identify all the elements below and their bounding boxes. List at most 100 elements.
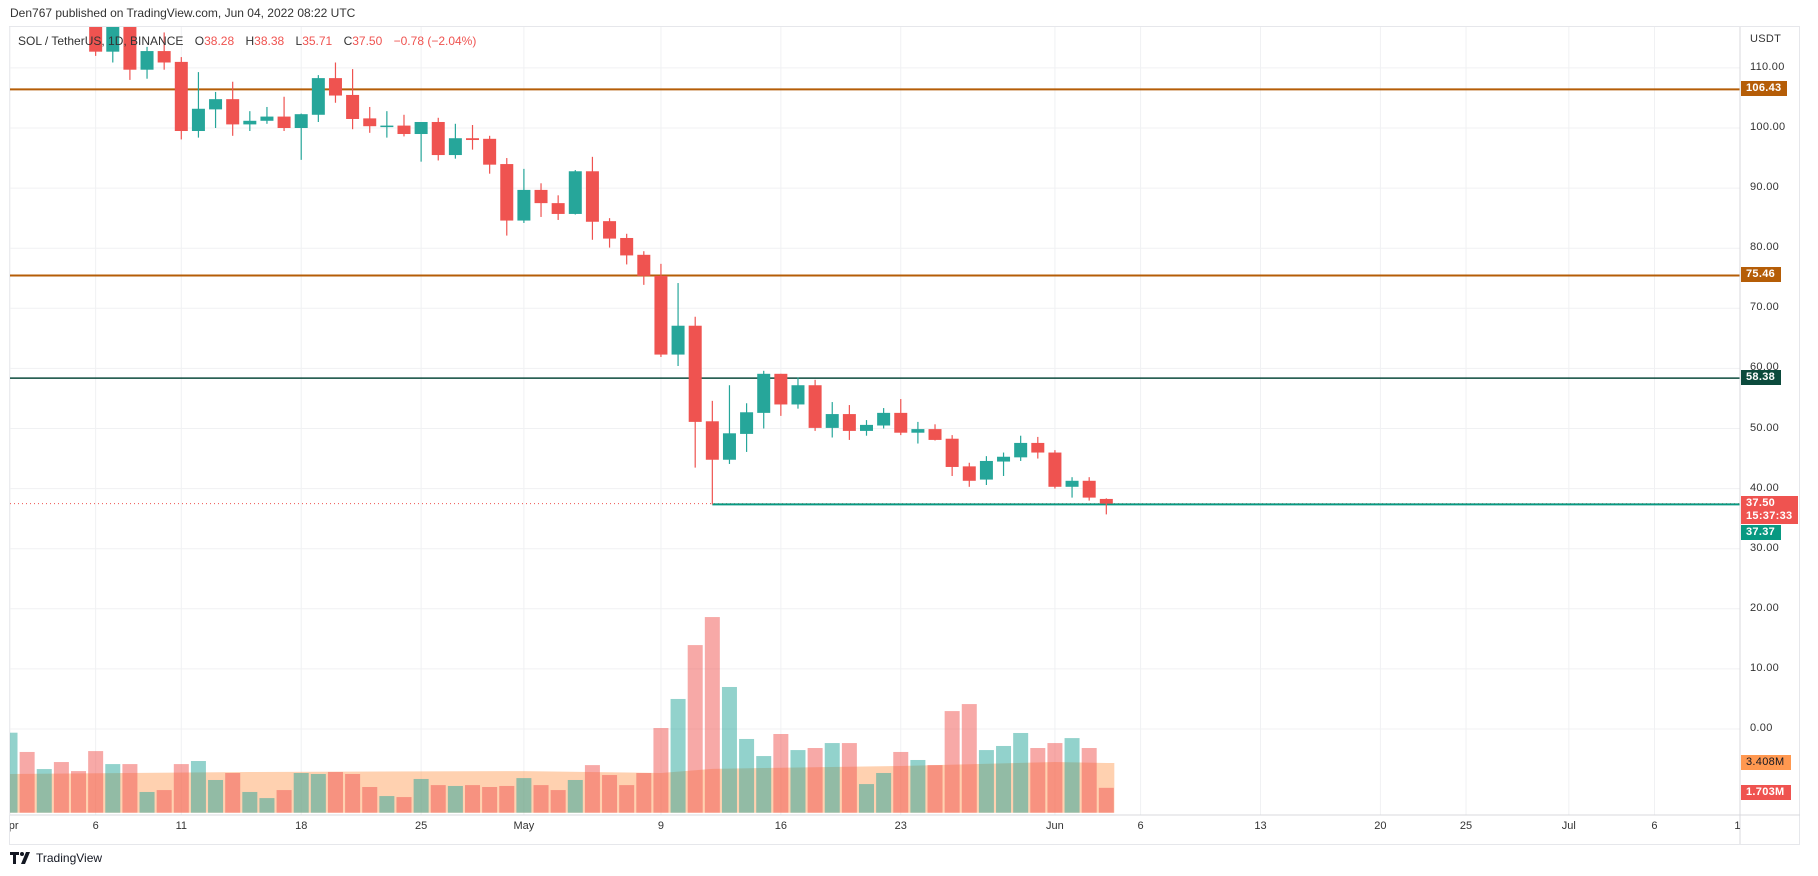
y-tick-label: 40.00 bbox=[1750, 481, 1780, 494]
volume-bar bbox=[961, 704, 977, 813]
y-tick-label: 70.00 bbox=[1750, 301, 1780, 314]
volume-bar bbox=[876, 772, 892, 813]
volume-bar bbox=[516, 778, 532, 813]
candle-body bbox=[311, 78, 325, 115]
candle-body bbox=[397, 125, 411, 135]
candle-body bbox=[191, 108, 205, 132]
volume-bar bbox=[790, 750, 806, 813]
candle-body bbox=[637, 254, 651, 276]
volume-bar bbox=[276, 790, 292, 813]
candle-body bbox=[174, 61, 188, 132]
volume-bar bbox=[670, 698, 686, 813]
candle-body bbox=[894, 412, 908, 433]
volume-bar bbox=[550, 790, 566, 813]
candle-body bbox=[448, 138, 462, 156]
volume-bar bbox=[139, 791, 155, 813]
candle-body bbox=[243, 120, 257, 125]
volume-bar bbox=[413, 778, 429, 813]
candle-body bbox=[363, 118, 377, 127]
y-tick-label: 80.00 bbox=[1750, 241, 1780, 254]
footer-brand[interactable]: TradingView bbox=[10, 851, 102, 865]
candle-body bbox=[431, 121, 445, 156]
candle-body bbox=[911, 429, 925, 433]
volume-bar bbox=[756, 756, 772, 813]
volume-bar bbox=[602, 775, 618, 813]
volume-bar bbox=[978, 750, 994, 813]
volume-bar bbox=[687, 645, 703, 813]
change-value: −0.78 (−2.04%) bbox=[393, 34, 477, 48]
close-key: C bbox=[343, 34, 353, 48]
volume-pane bbox=[10, 617, 1115, 813]
x-tick-label: May bbox=[513, 820, 535, 832]
candle-body bbox=[671, 325, 685, 355]
open-key: O bbox=[194, 34, 205, 48]
high-key: H bbox=[245, 34, 255, 48]
bar-countdown: 15:37:33 bbox=[1746, 509, 1793, 522]
candle-body bbox=[603, 221, 617, 239]
x-tick-label: 25 bbox=[414, 820, 428, 832]
candle-body bbox=[209, 99, 223, 110]
volume-bar bbox=[310, 774, 326, 813]
volume-bar bbox=[636, 772, 652, 813]
level-label-58: 58.38 bbox=[1741, 370, 1782, 386]
volume-bar bbox=[944, 711, 960, 813]
brand-name: TradingView bbox=[36, 851, 103, 865]
symbol-name[interactable]: SOL / TetherUS, 1D, BINANCE bbox=[18, 34, 184, 48]
x-tick-label: 23 bbox=[894, 820, 907, 832]
volume-bar bbox=[53, 762, 69, 813]
volume-bar bbox=[584, 765, 600, 813]
x-tick-label: Jun bbox=[1046, 820, 1064, 832]
volume-bar bbox=[259, 798, 275, 813]
y-tick-label: 110.00 bbox=[1750, 60, 1785, 73]
x-tick-label: 6 bbox=[1651, 820, 1658, 832]
candle-body bbox=[705, 421, 719, 460]
horizontal-levels bbox=[10, 88, 1740, 506]
volume-bar bbox=[1081, 748, 1097, 813]
candle-body bbox=[380, 125, 394, 128]
x-tick-label: 11 bbox=[1734, 820, 1740, 832]
volume-bar bbox=[859, 784, 874, 813]
candle-body bbox=[757, 373, 771, 413]
y-tick-label: 10.00 bbox=[1750, 661, 1780, 674]
currency-label: USDT bbox=[1750, 33, 1782, 45]
candle-body bbox=[328, 78, 342, 96]
volume-bar bbox=[430, 785, 446, 813]
candle-body bbox=[483, 138, 497, 165]
candle-body bbox=[346, 94, 360, 119]
volume-bar bbox=[19, 751, 35, 813]
candle-body bbox=[928, 429, 942, 440]
volume-bar bbox=[465, 785, 481, 813]
candle-body bbox=[945, 438, 959, 467]
gridlines bbox=[9, 27, 1740, 815]
candle-body bbox=[551, 203, 565, 214]
candle-body bbox=[106, 27, 120, 52]
volume-bar bbox=[653, 728, 669, 813]
low-value: 35.71 bbox=[302, 34, 333, 48]
tradingview-logo-icon bbox=[10, 852, 30, 864]
candle-body bbox=[979, 460, 993, 480]
time-axis[interactable]: Apr 6 11 18 25 May 9 16 23 Jun 6 13 20 25 Jul 6 11 bbox=[10, 820, 1740, 836]
volume-bar bbox=[225, 772, 241, 813]
candle-body bbox=[1014, 442, 1028, 458]
candle-body bbox=[534, 189, 548, 204]
x-tick-label: 16 bbox=[774, 820, 787, 832]
volume-bar bbox=[824, 743, 840, 813]
volume-bar bbox=[379, 796, 395, 813]
volume-ma-label: 3.408M bbox=[1741, 755, 1791, 770]
volume-bar bbox=[36, 769, 52, 813]
volume-bar bbox=[1098, 787, 1114, 813]
volume-bar bbox=[739, 738, 755, 813]
y-tick-label: 0.00 bbox=[1750, 722, 1773, 734]
candle-body bbox=[620, 237, 634, 256]
last-price: 37.50 bbox=[1746, 496, 1776, 509]
candle-body bbox=[517, 189, 531, 221]
candle-body bbox=[123, 27, 137, 70]
y-tick-label: 30.00 bbox=[1750, 541, 1780, 554]
volume-bar bbox=[447, 785, 463, 813]
x-tick-label: 13 bbox=[1254, 820, 1267, 832]
close-value: 37.50 bbox=[352, 34, 383, 48]
candle-body bbox=[997, 456, 1011, 462]
y-tick-label: 50.00 bbox=[1750, 421, 1780, 434]
open-value: 38.28 bbox=[204, 34, 235, 48]
